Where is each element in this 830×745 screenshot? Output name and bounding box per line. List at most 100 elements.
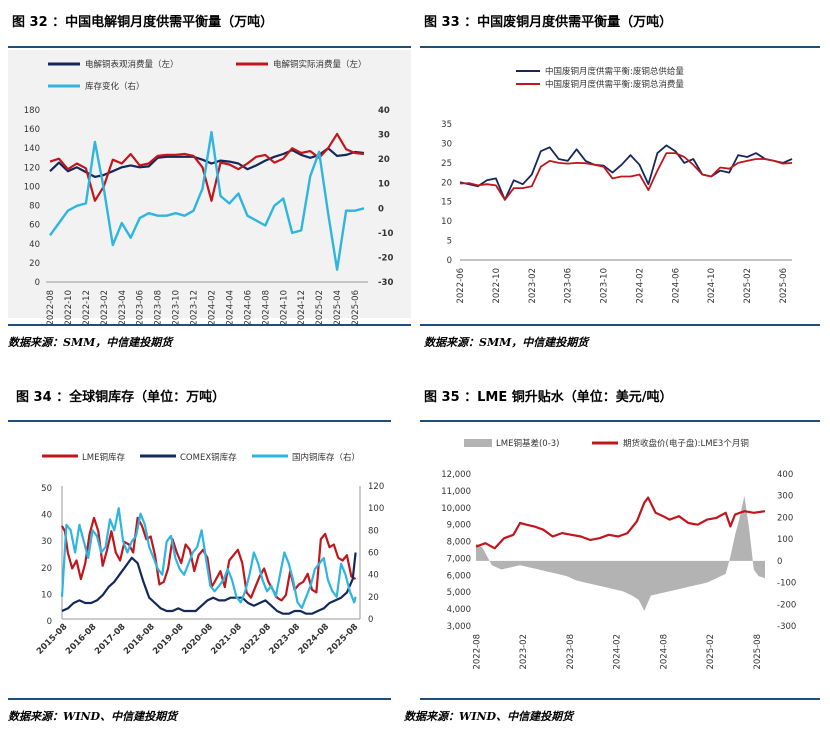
- x-tick-label: 2023-06: [564, 268, 574, 304]
- y-tick-label: 35: [441, 120, 452, 130]
- figure-33-source: 数据来源：SMM，中信建投期货: [424, 336, 589, 349]
- y-tick-label-right: 40: [378, 106, 390, 116]
- y-tick-label-left: 160: [24, 125, 40, 135]
- series-area-basis: [476, 495, 765, 611]
- y-tick-label-left: 180: [24, 106, 40, 116]
- y-tick-label-left: 4,000: [447, 605, 471, 615]
- series-line-1: [459, 144, 793, 201]
- y-tick-label-right: 0: [777, 557, 782, 567]
- x-tick-label: 2019-08: [151, 622, 186, 657]
- chart-34-panel: 0 10 20 30 40 50 0 20 40 60 80 100 120 2015-08 2016-08…: [8, 424, 391, 692]
- y-tick-label-right: -30: [378, 278, 393, 288]
- y-tick-label-right: -200: [777, 600, 796, 610]
- y-tick-label-left: 6,000: [447, 571, 471, 581]
- x-tick-label: 2023-02: [519, 634, 529, 670]
- x-tick-label: 2025-08: [326, 622, 361, 657]
- x-tick-label: 2024-04: [225, 290, 235, 326]
- y-tick-label-left: 50: [41, 484, 52, 494]
- x-tick-label: 2025-06: [351, 290, 361, 326]
- x-tick-label: 2023-10: [172, 290, 182, 326]
- x-tick-label: 2022-12: [82, 290, 92, 326]
- y-tick-label-left: 10,000: [441, 504, 471, 514]
- y-tick-label-left: 5,000: [447, 588, 471, 598]
- y-tick-label-right: 60: [368, 549, 379, 559]
- y-tick-label-left: 20: [29, 259, 40, 269]
- figure-33-title-rule: [420, 46, 820, 48]
- figure-34-title: 图 34 ：全球铜库存（单位：万吨）: [16, 390, 226, 405]
- y-tick-label-right: 100: [777, 535, 793, 545]
- series-line-1: [61, 516, 357, 602]
- x-tick-label: 2020-08: [180, 622, 215, 657]
- x-tick-label: 2023-04: [118, 290, 128, 326]
- chart-34: 0 10 20 30 40 50 0 20 40 60 80 100 120 2015-082016-08…: [35, 452, 384, 657]
- legend-label: COMEX铜库存: [180, 452, 237, 463]
- y-tick-label-left: 0: [47, 617, 52, 627]
- y-tick-label: 5: [447, 237, 452, 247]
- y-tick-label-left: 3,000: [447, 622, 471, 632]
- legend-label: 中国废铜月度供需平衡:废铜总供给量: [545, 66, 684, 77]
- y-tick-label-left: 12,000: [441, 470, 471, 480]
- y-tick-label: 20: [441, 178, 452, 188]
- figure-34-title-rule: [8, 420, 391, 422]
- series-line-2: [61, 552, 357, 615]
- y-tick-label-left: 8,000: [447, 538, 471, 548]
- x-tick-label: 2025-02: [315, 290, 325, 326]
- y-tick-label: 10: [441, 217, 452, 227]
- y-tick-label-left: 11,000: [441, 487, 471, 497]
- y-tick-label-right: 120: [368, 482, 384, 492]
- y-tick-label: 25: [441, 159, 452, 169]
- x-tick-label: 2024-08: [659, 634, 669, 670]
- chart-32: 0 20 40 60 80 100 120 140 160 180 -30 -20 -10 0 10 20 30…: [24, 59, 394, 326]
- x-tick-label: 2025-02: [743, 268, 753, 304]
- figure-35-source: 数据来源：WIND、中信建投期货: [404, 710, 574, 723]
- x-tick-label: 2023-12: [190, 290, 200, 326]
- x-tick-label: 2021-08: [209, 622, 244, 657]
- series-line-price: [475, 496, 766, 550]
- chart-35: 3,000 4,000 5,000 6,000 7,000 8,000 9,000 10,00…: [441, 438, 796, 670]
- y-tick-label-right: -20: [378, 253, 393, 263]
- y-tick-label-left: 7,000: [447, 554, 471, 564]
- x-tick-label: 2023-10: [600, 268, 610, 304]
- y-tick-label-left: 20: [41, 564, 52, 574]
- y-tick-label-left: 9,000: [447, 521, 471, 531]
- y-tick-label-right: 300: [777, 492, 793, 502]
- x-tick-label: 2024-10: [707, 268, 717, 304]
- x-tick-label: 2015-08: [35, 622, 70, 657]
- figure-33-source-rule: [420, 324, 820, 326]
- x-tick-label: 2024-08: [297, 622, 332, 657]
- y-tick-label-left: 140: [24, 144, 40, 154]
- x-tick-label: 2024-10: [279, 290, 289, 326]
- y-tick-label-right: 80: [368, 526, 379, 536]
- y-tick-label-left: 120: [24, 163, 40, 173]
- legend-label: 库存变化（右）: [85, 81, 145, 92]
- y-tick-label: 0: [447, 256, 452, 266]
- x-tick-label: 2022-10: [64, 290, 74, 326]
- x-tick-label: 2023-08: [154, 290, 164, 326]
- y-tick-label-right: -300: [777, 622, 796, 632]
- y-tick-label-left: 0: [35, 278, 40, 288]
- figure-35-source-rule: [420, 698, 820, 700]
- figure-34-source: 数据来源：WIND、中信建投期货: [8, 710, 178, 723]
- legend-label: 电解铜表观消费量（左）: [85, 59, 179, 70]
- x-tick-label: 2023-02: [100, 290, 110, 326]
- series-line-2: [49, 132, 365, 202]
- y-tick-label-right: 100: [368, 504, 384, 514]
- figure-35-title: 图 35 ：LME 铜升贴水（单位：美元/吨）: [424, 390, 673, 405]
- legend-label: 期货收盘价(电子盘):LME3个月铜: [623, 438, 749, 449]
- y-tick-label-left: 40: [41, 511, 52, 521]
- x-tick-label: 2024-06: [243, 290, 253, 326]
- x-tick-label: 2017-08: [93, 622, 128, 657]
- y-tick-label-left: 100: [24, 182, 40, 192]
- x-tick-label: 2024-08: [261, 290, 271, 326]
- y-tick-label-left: 60: [29, 221, 40, 231]
- y-tick-label: 30: [441, 139, 452, 149]
- figure-33-title: 图 33 ：中国废铜月度供需平衡量（万吨）: [424, 15, 673, 30]
- x-tick-label: 2022-06: [456, 268, 466, 304]
- y-tick-label-right: 200: [777, 513, 793, 523]
- figure-32-source: 数据来源：SMM，中信建投期货: [8, 336, 173, 349]
- y-tick-label-left: 40: [29, 240, 40, 250]
- y-tick-label-right: 30: [378, 131, 390, 141]
- x-tick-label: 2025-06: [779, 268, 789, 304]
- y-tick-label-right: 20: [378, 155, 390, 165]
- chart-33-panel: 0 5 10 15 20 25 30 35 2022-06 2022-10 2023-02 2023-…: [420, 50, 820, 318]
